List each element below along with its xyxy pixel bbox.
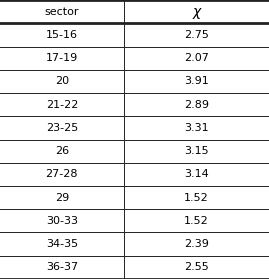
Text: 3.15: 3.15 — [184, 146, 209, 156]
Text: 2.39: 2.39 — [184, 239, 209, 249]
Text: 20: 20 — [55, 76, 69, 86]
Text: χ: χ — [192, 5, 200, 19]
Text: 3.91: 3.91 — [184, 76, 209, 86]
Text: 2.07: 2.07 — [184, 53, 209, 63]
Text: 36-37: 36-37 — [46, 262, 78, 272]
Text: 30-33: 30-33 — [46, 216, 78, 226]
Text: sector: sector — [45, 7, 79, 17]
Text: 29: 29 — [55, 193, 69, 203]
Text: 3.31: 3.31 — [184, 123, 209, 133]
Text: 1.52: 1.52 — [184, 193, 209, 203]
Text: 15-16: 15-16 — [46, 30, 78, 40]
Text: 26: 26 — [55, 146, 69, 156]
Text: 27-28: 27-28 — [46, 169, 78, 179]
Text: 17-19: 17-19 — [46, 53, 78, 63]
Text: 3.14: 3.14 — [184, 169, 209, 179]
Text: 34-35: 34-35 — [46, 239, 78, 249]
Text: 2.75: 2.75 — [184, 30, 209, 40]
Text: 23-25: 23-25 — [46, 123, 78, 133]
Text: 2.89: 2.89 — [184, 100, 209, 110]
Text: 2.55: 2.55 — [184, 262, 209, 272]
Text: 21-22: 21-22 — [46, 100, 78, 110]
Text: 1.52: 1.52 — [184, 216, 209, 226]
